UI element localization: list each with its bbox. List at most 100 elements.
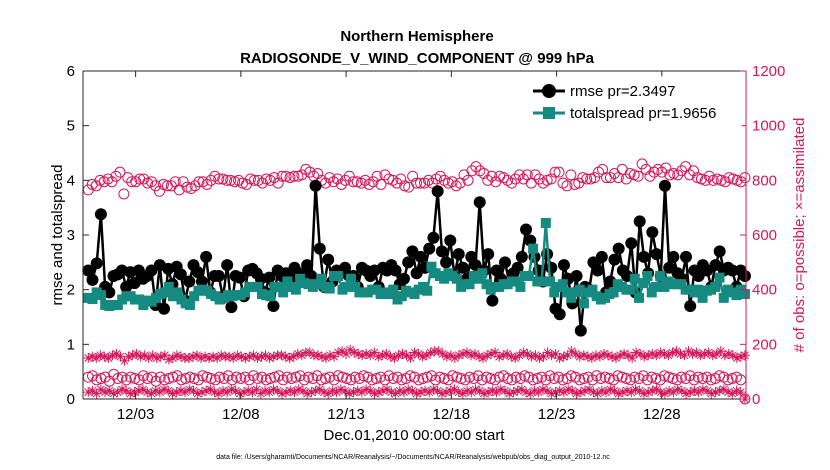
obs_possible_lower-point bbox=[341, 373, 353, 384]
obs_assimilated_upper-point bbox=[546, 350, 557, 361]
obs_assimilated_upper-point bbox=[280, 351, 291, 362]
totalspread-point bbox=[523, 271, 534, 281]
obs_possible_lower-point bbox=[612, 370, 624, 382]
obs_assimilated_lower-point bbox=[626, 387, 637, 398]
obs_assimilated_upper-point bbox=[324, 350, 335, 361]
obs_possible_lower-point bbox=[608, 374, 620, 386]
obs_possible_upper-point bbox=[719, 176, 731, 188]
x-tick-label: 12/18 bbox=[433, 406, 471, 423]
obs_assimilated_upper-point bbox=[163, 354, 174, 365]
totalspread-point bbox=[290, 284, 301, 295]
obs_assimilated_lower-point bbox=[567, 385, 578, 396]
obs_assimilated_lower-point bbox=[731, 385, 742, 396]
obs_assimilated_lower-point bbox=[344, 388, 355, 399]
obs_assimilated_upper-point bbox=[316, 351, 327, 362]
obs_assimilated_upper-point bbox=[526, 351, 537, 362]
rmse-point bbox=[637, 250, 650, 263]
obs_possible_lower-point bbox=[281, 371, 293, 383]
obs_assimilated_lower-point bbox=[457, 388, 468, 399]
obs_possible_lower-point bbox=[548, 373, 560, 384]
obs_possible_upper-point bbox=[256, 177, 268, 189]
obs_assimilated_upper-point bbox=[276, 350, 287, 361]
obs_assimilated_lower-point bbox=[142, 387, 153, 398]
obs_assimilated_lower-point bbox=[542, 385, 553, 396]
totalspread-point bbox=[710, 281, 721, 292]
obs_possible_upper-point bbox=[506, 177, 518, 189]
totalspread-point bbox=[515, 281, 526, 292]
obs_assimilated_lower-point bbox=[268, 384, 279, 395]
y-right-tick-label: 400 bbox=[752, 282, 777, 299]
obs_assimilated_lower-point bbox=[508, 387, 519, 398]
obs_assimilated_lower-point bbox=[634, 385, 645, 396]
obs_assimilated_lower-point bbox=[609, 385, 620, 396]
obs_assimilated_upper-point bbox=[349, 347, 360, 358]
obs_assimilated_lower-point bbox=[702, 385, 713, 396]
obs_possible_lower-point bbox=[447, 370, 459, 382]
rmse-point bbox=[612, 242, 625, 255]
obs_possible_lower-point bbox=[425, 370, 437, 382]
y-tick-label: 6 bbox=[67, 63, 75, 80]
totalspread-point bbox=[312, 279, 323, 290]
rmse-point bbox=[444, 234, 457, 247]
rmse-point bbox=[82, 264, 95, 277]
totalspread-point bbox=[540, 217, 551, 228]
obs_assimilated_lower-point bbox=[390, 388, 401, 399]
obs_possible_lower-point bbox=[125, 371, 137, 383]
obs_possible_upper-point bbox=[304, 166, 316, 178]
obs_assimilated_lower-point bbox=[260, 385, 271, 396]
obs_assimilated_lower-point bbox=[188, 385, 199, 396]
obs_assimilated_upper-point bbox=[409, 347, 420, 358]
totalspread-point bbox=[316, 273, 327, 284]
obs_assimilated_upper-point bbox=[651, 350, 662, 361]
obs_assimilated_lower-point bbox=[495, 384, 506, 395]
obs_assimilated_lower-point bbox=[605, 384, 616, 395]
obs_assimilated_upper-point bbox=[312, 350, 323, 361]
y-axis-right-label: # of obs: o=possible; ×=assimilated bbox=[791, 118, 808, 353]
rmse-point bbox=[309, 179, 322, 192]
obs_possible_lower-point bbox=[269, 371, 281, 383]
totalspread-point bbox=[184, 299, 195, 310]
obs_assimilated_upper-point bbox=[514, 350, 525, 361]
obs_assimilated_upper-point bbox=[83, 353, 94, 363]
obs_assimilated_upper-point bbox=[167, 353, 178, 363]
obs_assimilated_upper-point bbox=[538, 351, 549, 362]
obs_possible_lower-point bbox=[455, 373, 467, 384]
obs_possible_lower-point bbox=[205, 373, 217, 384]
obs_possible_lower-point bbox=[599, 371, 611, 383]
obs_possible_upper-point bbox=[466, 165, 478, 177]
obs_possible_lower-point bbox=[146, 371, 158, 383]
obs_assimilated_lower-point bbox=[104, 385, 115, 396]
totalspread-point bbox=[396, 291, 407, 302]
totalspread-point bbox=[439, 273, 450, 284]
obs_possible_upper-point bbox=[407, 170, 419, 182]
obs_assimilated_upper-point bbox=[369, 347, 380, 358]
obs_assimilated_upper-point bbox=[453, 350, 464, 361]
obs_possible_lower-point bbox=[413, 374, 425, 386]
obs_assimilated_lower-point bbox=[411, 388, 422, 399]
obs_possible_lower-point bbox=[697, 373, 709, 384]
obs_possible_lower-point bbox=[485, 373, 497, 384]
rmse-point bbox=[402, 256, 415, 269]
obs_possible_upper-point bbox=[114, 166, 126, 178]
obs_assimilated_upper-point bbox=[606, 351, 617, 362]
totalspread-point bbox=[714, 272, 725, 283]
obs_assimilated_lower-point bbox=[529, 385, 540, 396]
obs_assimilated_upper-point bbox=[578, 350, 589, 361]
obs_possible_lower-point bbox=[540, 374, 552, 386]
obs_assimilated_lower-point bbox=[289, 387, 300, 398]
obs_possible_lower-point bbox=[112, 373, 124, 384]
obs_possible_upper-point bbox=[684, 169, 696, 181]
obs_possible_upper-point bbox=[367, 176, 379, 188]
obs_possible_upper-point bbox=[688, 165, 700, 177]
obs_assimilated_lower-point bbox=[672, 384, 683, 395]
obs_possible_upper-point bbox=[379, 169, 391, 181]
obs_assimilated_upper-point bbox=[377, 350, 388, 361]
obs_assimilated_upper-point bbox=[594, 351, 605, 362]
obs_possible_upper-point bbox=[672, 169, 684, 181]
obs_assimilated_upper-point bbox=[735, 351, 746, 362]
obs_assimilated_upper-point bbox=[212, 353, 223, 363]
totalspread-point bbox=[473, 273, 484, 284]
obs_possible_upper-point bbox=[739, 172, 751, 184]
obs_possible_lower-point bbox=[595, 373, 607, 384]
obs_possible_lower-point bbox=[574, 374, 586, 386]
